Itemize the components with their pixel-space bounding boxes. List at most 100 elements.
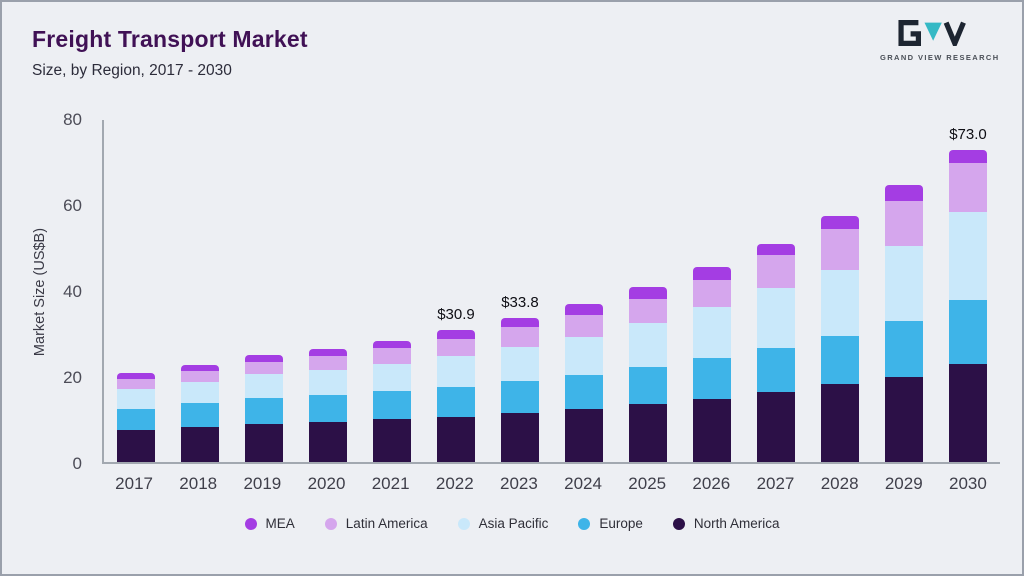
segment-asia-pacific-2024[interactable] (564, 336, 604, 376)
segment-asia-pacific-2018[interactable] (180, 382, 220, 404)
segment-north-america-2018[interactable] (180, 426, 220, 462)
segment-europe-2024[interactable] (564, 375, 604, 410)
bar-stack-2024[interactable] (564, 303, 604, 462)
segment-asia-pacific-2026[interactable] (692, 306, 732, 359)
segment-latin-america-2026[interactable] (692, 280, 732, 307)
segment-mea-2025[interactable] (628, 286, 668, 299)
segment-asia-pacific-2025[interactable] (628, 323, 668, 368)
bar-stack-2025[interactable] (628, 286, 668, 462)
segment-mea-2029[interactable] (884, 185, 924, 202)
bar-group-2027 (744, 120, 808, 462)
legend-item-mea[interactable]: MEA (244, 516, 295, 531)
bar-stack-2026[interactable] (692, 266, 732, 462)
gvr-logo-text: GRAND VIEW RESEARCH (880, 53, 1000, 62)
segment-europe-2026[interactable] (692, 358, 732, 399)
segment-north-america-2020[interactable] (308, 422, 348, 462)
bar-stack-2023[interactable] (500, 317, 540, 462)
segment-north-america-2024[interactable] (564, 409, 604, 462)
segment-mea-2027[interactable] (756, 244, 796, 255)
segment-north-america-2017[interactable] (116, 429, 156, 462)
segment-mea-2022[interactable] (436, 329, 476, 340)
bar-stack-2020[interactable] (308, 348, 348, 462)
segment-europe-2028[interactable] (820, 335, 860, 385)
segment-europe-2018[interactable] (180, 403, 220, 427)
bar-stack-2021[interactable] (372, 341, 412, 462)
legend-item-asia-pacific[interactable]: Asia Pacific (457, 516, 548, 531)
segment-latin-america-2027[interactable] (756, 254, 796, 288)
segment-mea-2019[interactable] (244, 355, 284, 362)
segment-europe-2025[interactable] (628, 367, 668, 405)
segment-asia-pacific-2017[interactable] (116, 389, 156, 409)
segment-latin-america-2024[interactable] (564, 315, 604, 337)
bar-stack-2017[interactable] (116, 373, 156, 462)
bar-stack-2019[interactable] (244, 355, 284, 462)
bar-stack-2030[interactable] (948, 149, 988, 462)
x-axis-label-2018: 2018 (179, 474, 218, 493)
bar-group-2019 (232, 120, 296, 462)
segment-latin-america-2021[interactable] (372, 348, 412, 364)
segment-latin-america-2023[interactable] (500, 327, 540, 347)
segment-europe-2022[interactable] (436, 387, 476, 418)
segment-europe-2017[interactable] (116, 408, 156, 430)
segment-latin-america-2025[interactable] (628, 298, 668, 324)
segment-north-america-2027[interactable] (756, 392, 796, 462)
segment-north-america-2026[interactable] (692, 398, 732, 462)
segment-north-america-2030[interactable] (948, 363, 988, 462)
segment-asia-pacific-2027[interactable] (756, 287, 796, 348)
legend-item-latin-america[interactable]: Latin America (324, 516, 428, 531)
segment-latin-america-2028[interactable] (820, 229, 860, 270)
segment-latin-america-2017[interactable] (116, 378, 156, 390)
segment-europe-2023[interactable] (500, 380, 540, 413)
bar-stack-2028[interactable] (820, 216, 860, 462)
segment-mea-2024[interactable] (564, 303, 604, 316)
segment-asia-pacific-2019[interactable] (244, 374, 284, 398)
legend-item-north-america[interactable]: North America (672, 516, 779, 531)
segment-europe-2030[interactable] (948, 299, 988, 364)
segment-asia-pacific-2028[interactable] (820, 269, 860, 336)
legend: MEA Latin America Asia Pacific Europe North … (2, 516, 1022, 531)
segment-latin-america-2018[interactable] (180, 370, 220, 383)
page-title: Freight Transport Market (32, 26, 308, 52)
segment-latin-america-2020[interactable] (308, 355, 348, 370)
segment-europe-2019[interactable] (244, 397, 284, 424)
segment-north-america-2025[interactable] (628, 404, 668, 462)
bar-stack-2027[interactable] (756, 244, 796, 462)
bar-group-2030: $73.0 (936, 120, 1000, 462)
segment-asia-pacific-2030[interactable] (948, 211, 988, 300)
gvr-logo-icon (898, 20, 966, 51)
segment-mea-2026[interactable] (692, 266, 732, 281)
segment-asia-pacific-2029[interactable] (884, 246, 924, 321)
segment-asia-pacific-2021[interactable] (372, 363, 412, 392)
segment-mea-2021[interactable] (372, 341, 412, 349)
segment-asia-pacific-2023[interactable] (500, 346, 540, 381)
segment-north-america-2021[interactable] (372, 419, 412, 462)
segment-mea-2023[interactable] (500, 317, 540, 328)
bar-stack-2022[interactable] (436, 329, 476, 462)
segment-mea-2028[interactable] (820, 216, 860, 230)
bar-stack-2029[interactable] (884, 185, 924, 462)
legend-label-europe: Europe (599, 516, 643, 531)
segment-north-america-2029[interactable] (884, 376, 924, 462)
segment-europe-2020[interactable] (308, 395, 348, 423)
segment-europe-2027[interactable] (756, 347, 796, 393)
segment-mea-2020[interactable] (308, 348, 348, 356)
segment-north-america-2022[interactable] (436, 417, 476, 462)
segment-latin-america-2029[interactable] (884, 201, 924, 247)
segment-north-america-2019[interactable] (244, 423, 284, 462)
segment-latin-america-2019[interactable] (244, 361, 284, 375)
segment-north-america-2023[interactable] (500, 412, 540, 462)
legend-item-europe[interactable]: Europe (578, 516, 643, 531)
segment-europe-2021[interactable] (372, 391, 412, 420)
bar-stack-2018[interactable] (180, 364, 220, 462)
segment-mea-2017[interactable] (116, 373, 156, 379)
segment-mea-2030[interactable] (948, 149, 988, 163)
segment-latin-america-2022[interactable] (436, 339, 476, 357)
segment-mea-2018[interactable] (180, 364, 220, 371)
bar-annotation-2023: $33.8 (501, 293, 539, 311)
segment-north-america-2028[interactable] (820, 384, 860, 462)
segment-asia-pacific-2022[interactable] (436, 356, 476, 388)
segment-asia-pacific-2020[interactable] (308, 369, 348, 396)
segment-latin-america-2030[interactable] (948, 162, 988, 212)
segment-europe-2029[interactable] (884, 320, 924, 377)
